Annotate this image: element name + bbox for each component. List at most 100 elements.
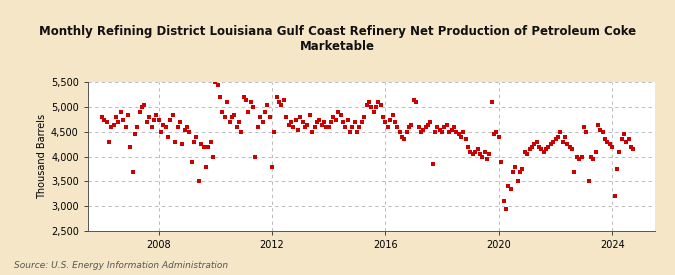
Point [508,169,518,174]
Point [401,130,412,134]
Point [366,105,377,109]
Point [555,130,566,134]
Point [271,95,282,100]
Point [550,137,561,142]
Point [435,127,446,132]
Point [137,105,148,109]
Point [552,135,563,139]
Point [205,140,216,144]
Point [295,115,306,119]
Point [425,120,435,124]
Point [429,130,440,134]
Point [198,145,209,149]
Point [406,122,417,127]
Point [307,130,318,134]
Point [597,130,608,134]
Point [117,117,128,122]
Point [328,115,339,119]
Point [151,112,162,117]
Point [219,115,230,119]
Point [169,140,180,144]
Point [543,145,554,149]
Point [616,137,627,142]
Point [595,127,605,132]
Point [506,187,516,191]
Point [191,135,202,139]
Point [238,95,249,100]
Point [534,145,545,149]
Point [495,160,506,164]
Point [385,117,396,122]
Point [562,142,573,147]
Point [623,137,634,142]
Point [161,125,171,129]
Point [217,110,227,114]
Text: Source: U.S. Energy Information Administration: Source: U.S. Energy Information Administ… [14,260,227,270]
Point [200,164,211,169]
Point [311,120,322,124]
Point [172,125,183,129]
Point [236,130,247,134]
Point [602,140,613,144]
Point [510,164,520,169]
Point [439,125,450,129]
Point [269,130,279,134]
Point [283,122,294,127]
Point [558,140,568,144]
Point [396,135,407,139]
Point [599,137,610,142]
Point [194,179,205,184]
Point [286,120,296,124]
Point [404,125,414,129]
Point [127,169,138,174]
Point [413,125,424,129]
Point [229,112,240,117]
Point [252,125,263,129]
Point [158,122,169,127]
Point [316,122,327,127]
Point [569,169,580,174]
Point [614,150,625,154]
Point [472,147,483,152]
Point [441,122,452,127]
Point [626,145,637,149]
Point [163,135,173,139]
Point [352,130,362,134]
Point [259,110,270,114]
Point [99,117,109,122]
Point [208,155,219,159]
Point [297,120,308,124]
Point [477,155,488,159]
Point [302,122,313,127]
Point [621,140,632,144]
Point [319,120,329,124]
Point [125,145,136,149]
Point [347,125,358,129]
Point [335,112,346,117]
Point [399,137,410,142]
Point [578,125,589,129]
Point [538,150,549,154]
Point [350,120,360,124]
Point [234,120,244,124]
Point [416,130,427,134]
Point [529,142,539,147]
Point [106,125,117,129]
Point [165,117,176,122]
Point [304,112,315,117]
Point [361,103,372,107]
Point [188,140,200,144]
Point [517,167,528,171]
Point [541,147,551,152]
Point [196,142,207,147]
Y-axis label: Thousand Barrels: Thousand Barrels [36,114,47,199]
Point [281,115,292,119]
Point [279,98,290,102]
Point [321,125,332,129]
Point [591,150,601,154]
Point [531,140,542,144]
Point [113,120,124,124]
Point [290,117,301,122]
Point [571,155,582,159]
Point [325,120,336,124]
